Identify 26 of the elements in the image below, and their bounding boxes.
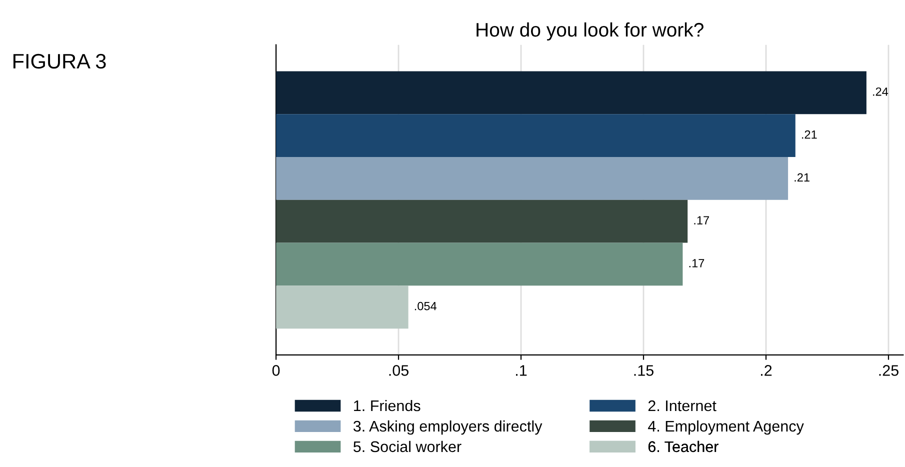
text: FIGURA 3 [13, 54, 106, 69]
x-tick-label: .05 [389, 365, 408, 376]
legend-label: 4. Employment Agency [648, 420, 804, 435]
bar [276, 200, 688, 243]
bar [276, 286, 408, 329]
x-tick-label: 0 [272, 365, 280, 376]
bar [276, 71, 866, 114]
data-label: .21 [794, 173, 810, 182]
data-label: .17 [694, 216, 709, 224]
legend-label: 5. Social worker [354, 440, 462, 452]
bar [276, 242, 683, 286]
bar [276, 156, 788, 200]
x-tick-label: .15 [634, 365, 654, 376]
legend-label: 6. Teacher [648, 440, 718, 452]
legend-label: 3. Asking employers directly [353, 420, 542, 435]
chart-title: How do you look for work? [476, 22, 704, 41]
legend-label: 1. Friends [354, 400, 420, 412]
x-tick-label: .2 [761, 365, 772, 376]
x-tick-label: .25 [879, 365, 898, 376]
data-label: .24 [873, 87, 888, 96]
bar [276, 114, 796, 157]
legend-label: 2. Internet [648, 400, 716, 412]
data-label: .17 [689, 259, 704, 268]
data-label: .054 [414, 302, 437, 310]
data-label: .21 [802, 130, 817, 139]
x-tick-label: .1 [516, 365, 527, 376]
